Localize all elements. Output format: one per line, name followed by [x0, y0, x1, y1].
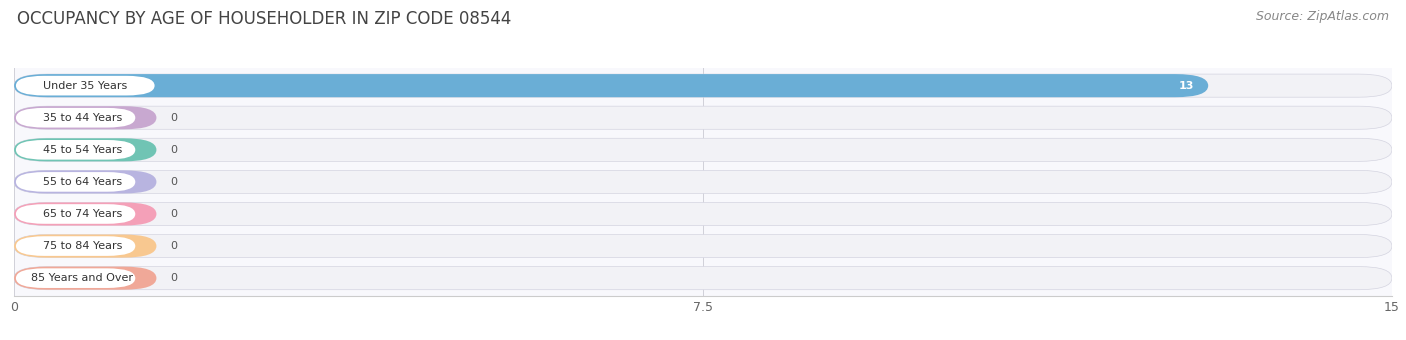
FancyBboxPatch shape: [15, 204, 135, 224]
Text: 35 to 44 Years: 35 to 44 Years: [42, 113, 122, 123]
Text: 0: 0: [170, 177, 177, 187]
FancyBboxPatch shape: [14, 106, 1392, 129]
FancyBboxPatch shape: [15, 268, 135, 288]
FancyBboxPatch shape: [14, 74, 1208, 97]
FancyBboxPatch shape: [15, 76, 155, 96]
FancyBboxPatch shape: [15, 236, 135, 256]
Text: 0: 0: [170, 145, 177, 155]
FancyBboxPatch shape: [14, 235, 1392, 258]
Text: OCCUPANCY BY AGE OF HOUSEHOLDER IN ZIP CODE 08544: OCCUPANCY BY AGE OF HOUSEHOLDER IN ZIP C…: [17, 10, 512, 28]
FancyBboxPatch shape: [14, 235, 156, 258]
FancyBboxPatch shape: [14, 267, 156, 290]
Text: 65 to 74 Years: 65 to 74 Years: [42, 209, 122, 219]
FancyBboxPatch shape: [14, 170, 1392, 193]
FancyBboxPatch shape: [15, 140, 135, 160]
Text: Source: ZipAtlas.com: Source: ZipAtlas.com: [1256, 10, 1389, 23]
Text: 13: 13: [1180, 81, 1195, 91]
FancyBboxPatch shape: [14, 202, 156, 225]
FancyBboxPatch shape: [14, 202, 1392, 225]
Text: 55 to 64 Years: 55 to 64 Years: [42, 177, 122, 187]
FancyBboxPatch shape: [14, 106, 156, 129]
FancyBboxPatch shape: [14, 170, 156, 193]
Text: 45 to 54 Years: 45 to 54 Years: [42, 145, 122, 155]
Text: 85 Years and Over: 85 Years and Over: [31, 273, 134, 283]
Text: 0: 0: [170, 273, 177, 283]
Text: 0: 0: [170, 241, 177, 251]
Text: 0: 0: [170, 113, 177, 123]
Text: Under 35 Years: Under 35 Years: [44, 81, 128, 91]
FancyBboxPatch shape: [14, 74, 1392, 97]
FancyBboxPatch shape: [14, 138, 156, 162]
FancyBboxPatch shape: [15, 108, 135, 128]
Text: 0: 0: [170, 209, 177, 219]
FancyBboxPatch shape: [14, 267, 1392, 290]
FancyBboxPatch shape: [14, 138, 1392, 162]
FancyBboxPatch shape: [15, 172, 135, 192]
Text: 75 to 84 Years: 75 to 84 Years: [42, 241, 122, 251]
